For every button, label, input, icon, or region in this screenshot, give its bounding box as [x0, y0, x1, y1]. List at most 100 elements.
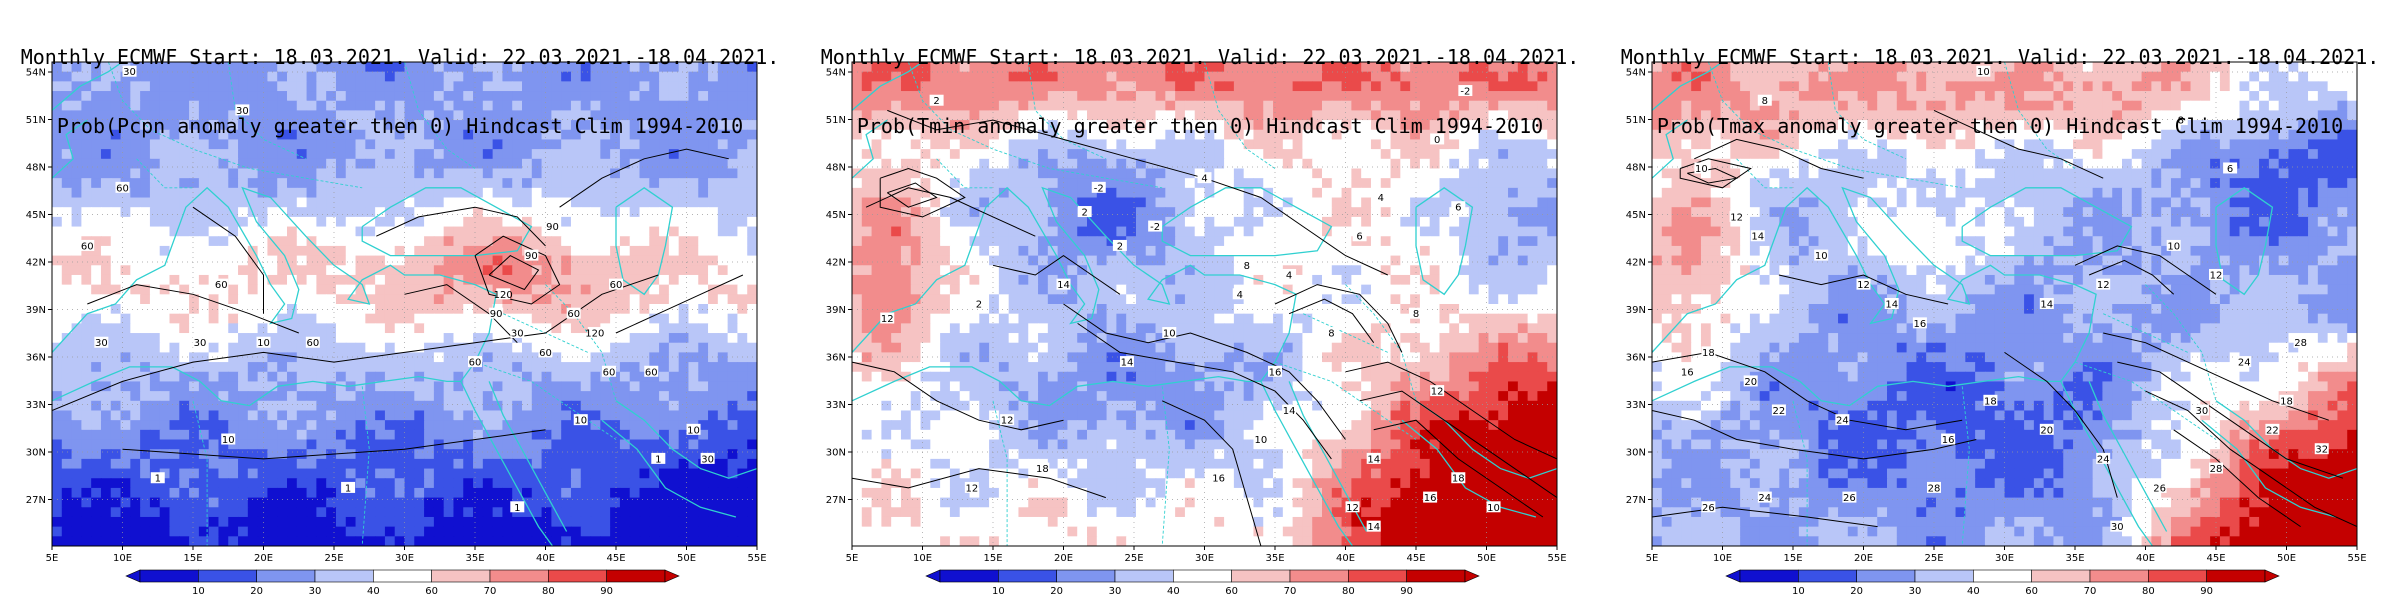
shade-cell — [678, 91, 690, 102]
shade-cell — [1253, 100, 1264, 111]
shade-cell — [100, 323, 112, 334]
shade-cell — [717, 294, 729, 305]
shade-cell — [1243, 129, 1255, 141]
shade-cell — [326, 439, 337, 450]
shade-cell — [1361, 120, 1372, 131]
shade-cell — [149, 391, 161, 402]
shade-cell — [1390, 81, 1401, 92]
shade-cell — [610, 226, 621, 237]
shade-cell — [120, 110, 131, 121]
shade-cell — [365, 313, 376, 324]
shade-cell — [473, 62, 484, 73]
shade-cell — [189, 207, 200, 218]
shade-cell — [179, 265, 190, 276]
shade-cell — [355, 526, 366, 537]
shade-cell — [492, 371, 504, 383]
shade-cell — [852, 139, 863, 150]
shade-cell — [747, 236, 757, 247]
shade-cell — [1224, 129, 1235, 141]
shade-cell — [1126, 187, 1137, 199]
shade-cell — [920, 158, 931, 170]
shade-cell — [1547, 62, 1557, 73]
shade-cell — [267, 197, 278, 208]
shade-cell — [1096, 216, 1108, 228]
shade-cell — [218, 304, 229, 315]
shade-cell — [1282, 91, 1294, 102]
shade-cell — [1508, 168, 1519, 179]
shade-cell — [159, 255, 171, 266]
shade-cell — [326, 129, 337, 141]
shade-cell — [1498, 120, 1509, 131]
shade-cell — [149, 507, 161, 518]
shade-cell — [443, 226, 455, 237]
shade-cell — [267, 468, 278, 479]
shade-cell — [110, 129, 122, 141]
shade-cell — [639, 304, 650, 315]
shade-cell — [1204, 91, 1215, 102]
shade-cell — [600, 516, 611, 528]
shade-cell — [1233, 207, 1245, 218]
shade-cell — [629, 439, 641, 450]
shade-cell — [1204, 62, 1215, 73]
shade-cell — [541, 352, 552, 363]
shade-cell — [296, 139, 308, 150]
shade-cell — [384, 400, 396, 412]
shade-cell — [110, 526, 122, 537]
shade-cell — [688, 236, 699, 247]
shade-cell — [688, 216, 699, 228]
shade-cell — [287, 458, 298, 470]
shade-cell — [1204, 120, 1215, 131]
shade-cell — [257, 129, 269, 141]
shade-cell — [81, 526, 92, 537]
shade-cell — [708, 420, 719, 431]
shade-cell — [737, 487, 748, 499]
shade-cell — [267, 507, 278, 518]
shade-cell — [189, 381, 200, 392]
shade-cell — [326, 187, 337, 199]
shade-cell — [1263, 100, 1274, 111]
shade-cell — [1341, 187, 1352, 199]
shade-cell — [979, 62, 990, 73]
shade-cell — [1253, 158, 1264, 170]
shade-cell — [551, 120, 562, 131]
shade-cell — [140, 371, 151, 383]
shade-cell — [1273, 158, 1284, 170]
shade-cell — [708, 410, 719, 421]
shade-cell — [71, 236, 82, 247]
shade-cell — [1028, 139, 1039, 150]
shade-cell — [551, 497, 562, 508]
shade-cell — [668, 468, 680, 479]
shade-cell — [747, 439, 757, 450]
shade-cell — [365, 333, 376, 344]
shade-cell — [1380, 120, 1392, 131]
shade-cell — [345, 507, 357, 518]
shade-cell — [267, 158, 278, 170]
shade-cell — [71, 149, 82, 160]
shade-cell — [629, 468, 641, 479]
shade-cell — [717, 526, 729, 537]
colorbar-level-label: 30 — [309, 586, 322, 597]
shade-cell — [639, 352, 650, 363]
shade-cell — [1214, 62, 1225, 73]
shade-cell — [590, 516, 601, 528]
shade-cell — [659, 139, 670, 150]
shade-cell — [130, 81, 141, 92]
shade-cell — [375, 449, 386, 460]
shade-cell — [708, 487, 719, 499]
shade-cell — [463, 100, 474, 111]
shade-cell — [708, 333, 719, 344]
shade-cell — [1312, 139, 1323, 150]
shade-cell — [375, 323, 386, 334]
shade-cell — [1312, 168, 1323, 179]
shade-cell — [1488, 71, 1499, 82]
shade-cell — [1527, 62, 1539, 73]
shade-cell — [394, 333, 406, 344]
shade-cell — [1028, 168, 1039, 179]
shade-cell — [355, 245, 366, 257]
shade-cell — [668, 129, 680, 141]
shade-cell — [1537, 149, 1548, 160]
shade-cell — [81, 178, 92, 189]
shade-cell — [969, 91, 980, 102]
shade-cell — [287, 129, 298, 141]
shade-cell — [610, 439, 621, 450]
